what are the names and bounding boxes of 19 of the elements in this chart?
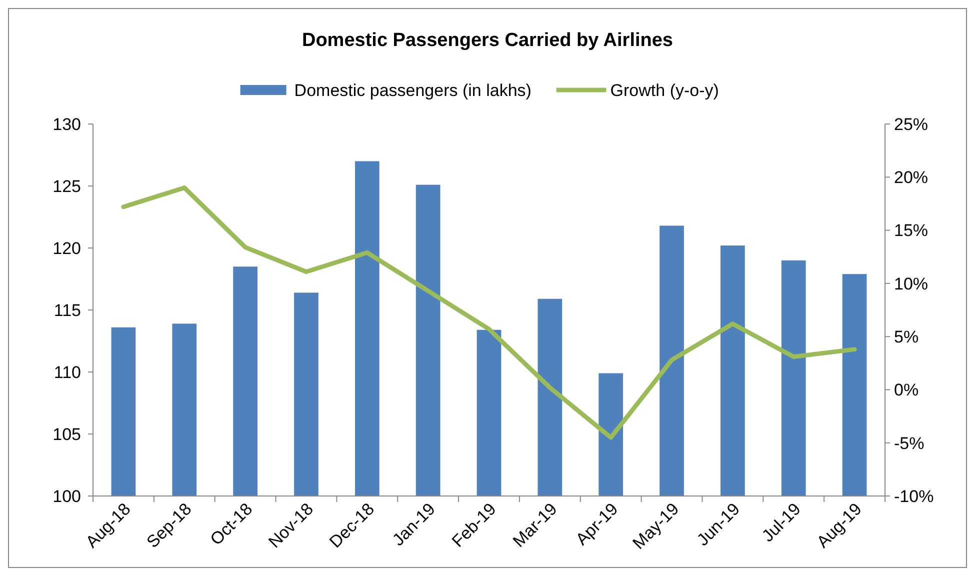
- legend-label: Domestic passengers (in lakhs): [294, 81, 532, 100]
- y-tick-label: 105: [52, 424, 81, 444]
- y2-tick-label: -5%: [894, 434, 924, 453]
- y2-tick-label: -10%: [894, 486, 934, 506]
- y2-tick-label: 10%: [894, 274, 928, 294]
- y2-tick-label: 20%: [894, 168, 928, 188]
- chart-title: Domestic Passengers Carried by Airlines: [302, 30, 674, 51]
- y2-tick-label: 5%: [894, 328, 919, 347]
- y2-tick-label: 15%: [894, 221, 928, 240]
- y2-tick-label: 25%: [894, 114, 928, 134]
- y-tick-label: 125: [52, 176, 81, 196]
- y-tick-label: 115: [54, 300, 81, 320]
- y-tick-label: 100: [52, 486, 81, 506]
- y-tick-label: 120: [52, 238, 81, 258]
- y-tick-label: 130: [52, 114, 81, 134]
- y-tick-label: 110: [54, 362, 81, 382]
- line-series: [121, 186, 857, 440]
- legend-label: Growth (y-o-y): [610, 81, 719, 100]
- y2-tick-label: 0%: [894, 380, 919, 400]
